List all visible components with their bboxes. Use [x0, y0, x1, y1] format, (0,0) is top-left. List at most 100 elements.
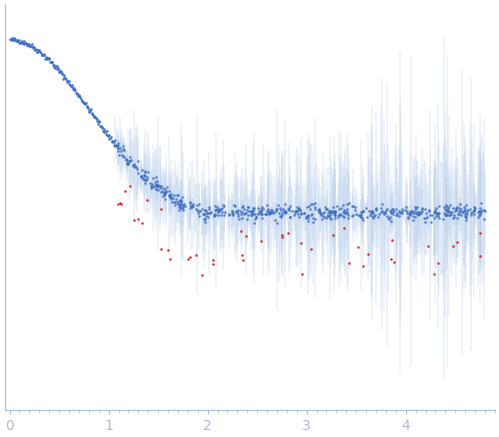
Point	[349, 211, 357, 218]
Point	[428, 211, 436, 218]
Point	[228, 210, 236, 217]
Point	[148, 180, 156, 187]
Point	[222, 208, 230, 215]
Point	[60, 72, 68, 79]
Point	[96, 122, 104, 129]
Point	[316, 209, 324, 216]
Point	[123, 156, 131, 163]
Point	[442, 202, 450, 209]
Point	[450, 213, 458, 220]
Point	[153, 182, 161, 189]
Point	[113, 142, 121, 149]
Point	[385, 216, 393, 223]
Point	[378, 208, 386, 215]
Point	[171, 202, 179, 209]
Point	[37, 52, 45, 59]
Point	[186, 200, 194, 207]
Point	[15, 40, 23, 47]
Point	[267, 206, 275, 213]
Point	[123, 160, 131, 167]
Point	[210, 213, 218, 220]
Point	[190, 200, 198, 207]
Point	[442, 211, 450, 218]
Point	[403, 209, 411, 216]
Point	[200, 211, 208, 218]
Point	[425, 206, 433, 213]
Point	[32, 49, 40, 55]
Point	[478, 199, 486, 206]
Point	[316, 209, 324, 216]
Point	[102, 130, 110, 137]
Point	[144, 169, 152, 176]
Point	[46, 59, 54, 66]
Point	[201, 206, 209, 213]
Point	[31, 46, 39, 53]
Point	[326, 209, 334, 216]
Point	[331, 212, 339, 218]
Point	[177, 202, 185, 209]
Point	[259, 206, 267, 213]
Point	[160, 188, 168, 195]
Point	[453, 204, 461, 211]
Point	[311, 200, 319, 207]
Point	[50, 63, 58, 70]
Point	[23, 41, 31, 48]
Point	[201, 218, 209, 225]
Point	[193, 201, 201, 208]
Point	[411, 207, 419, 214]
Point	[354, 211, 362, 218]
Point	[252, 214, 260, 221]
Point	[444, 203, 452, 210]
Point	[458, 209, 466, 216]
Point	[122, 156, 130, 163]
Point	[244, 204, 252, 211]
Point	[425, 207, 433, 214]
Point	[305, 203, 313, 210]
Point	[82, 102, 90, 109]
Point	[455, 207, 463, 214]
Point	[462, 213, 470, 220]
Point	[450, 212, 458, 218]
Point	[405, 210, 413, 217]
Point	[138, 219, 146, 226]
Point	[372, 207, 380, 214]
Point	[250, 206, 257, 213]
Point	[421, 218, 429, 225]
Point	[188, 203, 196, 210]
Point	[315, 206, 323, 213]
Point	[157, 246, 165, 253]
Point	[422, 214, 430, 221]
Point	[463, 208, 471, 215]
Point	[198, 271, 206, 278]
Point	[71, 86, 79, 93]
Point	[95, 118, 103, 125]
Point	[250, 205, 257, 212]
Point	[17, 39, 25, 46]
Point	[206, 209, 214, 216]
Point	[386, 213, 394, 220]
Point	[335, 212, 343, 219]
Point	[49, 61, 57, 68]
Point	[370, 212, 378, 219]
Point	[238, 252, 246, 259]
Point	[446, 201, 454, 208]
Point	[296, 210, 304, 217]
Point	[109, 138, 117, 145]
Point	[153, 177, 161, 184]
Point	[68, 83, 76, 90]
Point	[352, 211, 360, 218]
Point	[375, 210, 383, 217]
Point	[141, 173, 149, 180]
Point	[396, 209, 404, 216]
Point	[467, 212, 475, 218]
Point	[86, 108, 94, 114]
Point	[106, 134, 114, 141]
Point	[457, 212, 465, 218]
Point	[282, 208, 290, 215]
Point	[378, 201, 386, 208]
Point	[329, 204, 337, 211]
Point	[265, 208, 273, 215]
Point	[129, 162, 137, 169]
Point	[166, 255, 174, 262]
Point	[160, 191, 168, 198]
